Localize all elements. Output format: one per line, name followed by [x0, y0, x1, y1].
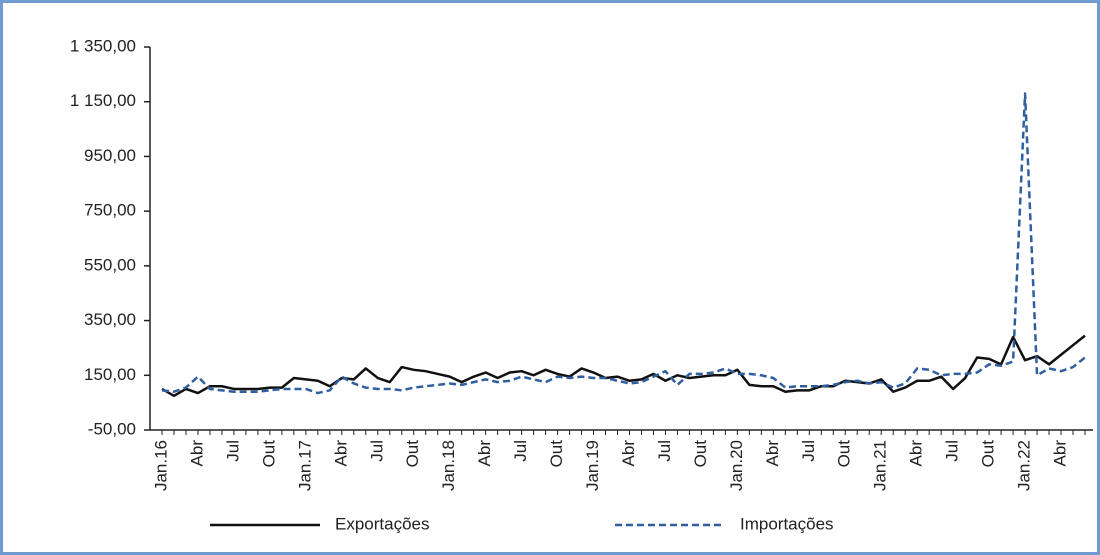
x-tick-label: Jan.22	[1015, 440, 1034, 491]
x-tick-label: Jul	[799, 440, 818, 462]
x-tick-label: Abr	[187, 440, 206, 467]
y-tick-label: 750,00	[84, 201, 136, 220]
x-tick-label: Jan.21	[871, 440, 890, 491]
x-tick-label: Out	[403, 440, 422, 468]
x-tick-label: Abr	[475, 440, 494, 467]
x-tick-label: Jan.16	[151, 440, 170, 491]
x-tick-label: Abr	[907, 440, 926, 467]
y-tick-label: 950,00	[84, 146, 136, 165]
x-tick-label: Jan.20	[727, 440, 746, 491]
x-tick-label: Jul	[223, 440, 242, 462]
x-tick-label: Jan.17	[295, 440, 314, 491]
y-tick-label: 550,00	[84, 255, 136, 274]
y-tick-label: -50,00	[88, 419, 136, 438]
x-tick-label: Abr	[1051, 440, 1070, 467]
x-tick-label: Jul	[943, 440, 962, 462]
x-tick-label: Jul	[655, 440, 674, 462]
y-tick-label: 1 350,00	[70, 36, 136, 55]
x-tick-label: Jul	[511, 440, 530, 462]
x-tick-label: Abr	[619, 440, 638, 467]
legend-label: Exportações	[335, 514, 430, 533]
y-tick-label: 1 150,00	[70, 91, 136, 110]
x-tick-label: Abr	[331, 440, 350, 467]
x-tick-label: Jul	[367, 440, 386, 462]
series-line	[161, 334, 1086, 398]
x-tick-label: Jan.18	[439, 440, 458, 491]
x-tick-label: Abr	[763, 440, 782, 467]
x-tick-label: Jan.19	[583, 440, 602, 491]
x-tick-label: Out	[547, 440, 566, 468]
y-tick-label: 150,00	[84, 365, 136, 384]
legend-label: Importações	[740, 514, 834, 533]
x-tick-label: Out	[259, 440, 278, 468]
x-tick-label: Out	[979, 440, 998, 468]
y-tick-label: 350,00	[84, 310, 136, 329]
series-line	[161, 92, 1086, 395]
x-tick-label: Out	[691, 440, 710, 468]
x-tick-label: Out	[835, 440, 854, 468]
